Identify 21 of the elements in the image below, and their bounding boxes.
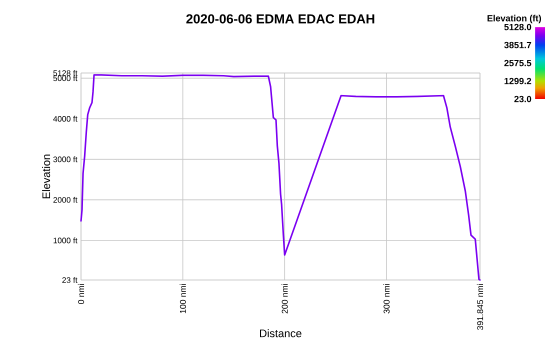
y-tick-label: 1000 ft	[54, 237, 78, 244]
y-tick-label: 23 ft	[62, 277, 78, 283]
color-bar-label: 1299.2	[504, 78, 532, 84]
x-tick-label: 300 nmi	[383, 284, 390, 314]
x-tick-label: 100 nmi	[180, 284, 186, 314]
x-tick-label: 0 nmi	[78, 284, 84, 304]
y-axis-title: Elevation	[42, 154, 50, 198]
x-tick-label: 391.845 nmi	[476, 284, 484, 330]
x-tick-label: 200 nmi	[282, 284, 288, 314]
x-axis-title: Distance	[260, 329, 302, 338]
color-bar-label: 23.0	[514, 96, 532, 102]
color-bar-label: 3851.7	[504, 42, 532, 48]
legend-title: Elevation (ft)	[488, 14, 542, 24]
line-series	[80, 74, 481, 281]
color-bar-label: 2575.5	[504, 60, 532, 66]
chart-title: 2020-06-06 EDMA EDAC EDAH	[186, 14, 374, 24]
y-tick-label: 3000 ft	[53, 156, 78, 162]
y-tick-label: 5000 ft	[53, 75, 78, 82]
y-tick-label: 4000 ft	[53, 116, 78, 122]
y-tick-label: 2000 ft	[53, 196, 78, 203]
color-bar-label: 5128.0	[504, 24, 532, 30]
